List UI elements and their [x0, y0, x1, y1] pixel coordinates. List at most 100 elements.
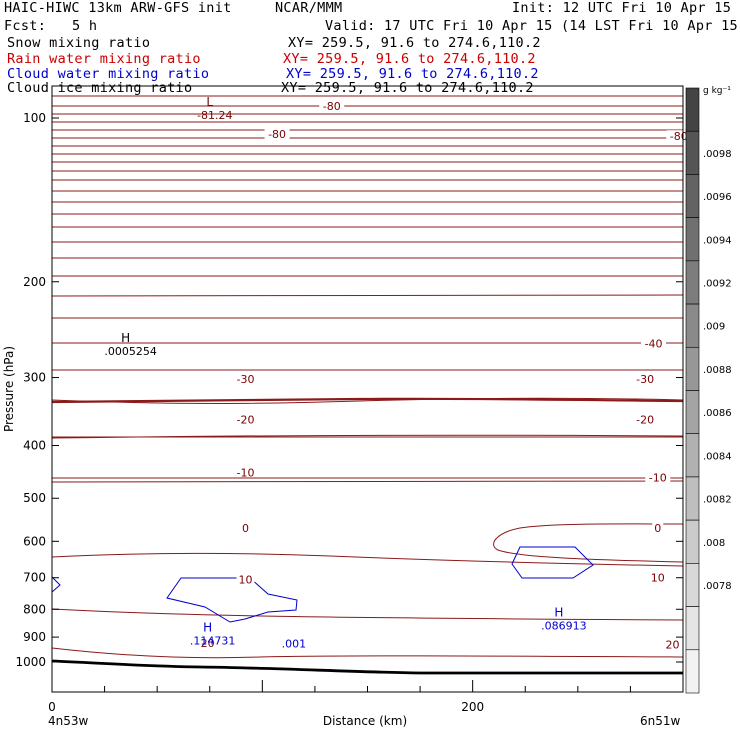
extremum-value: -81.24: [197, 109, 232, 122]
contour-label-bg: [666, 130, 692, 142]
contour-label: -80: [268, 128, 286, 141]
extremum-value: .086913: [541, 620, 587, 633]
field-xy-rain: XY= 259.5, 91.6 to 274.6,110.2: [283, 51, 536, 67]
colorbar-label: .0088: [703, 365, 732, 376]
contour-label-bg: [632, 413, 658, 425]
field-name-rain: Rain water mixing ratio: [7, 51, 201, 67]
y-tick-label: 200: [23, 275, 46, 289]
x-start-label: 4n53w: [48, 714, 89, 728]
contour-line: [493, 523, 684, 563]
colorbar-label: .008: [703, 538, 725, 549]
y-tick-label: 400: [23, 439, 46, 453]
y-tick-label: 700: [23, 571, 46, 585]
contour-line: [51, 480, 684, 483]
cloud-water-contours: [51, 546, 594, 623]
cloud-water-contour: [166, 577, 298, 623]
contour-label: 20: [665, 638, 679, 651]
contour-label: 10: [651, 572, 665, 585]
contour-label-bg: [645, 471, 671, 483]
contour-label-bg: [652, 521, 664, 533]
colorbar-label: .0078: [703, 581, 732, 592]
colorbar-swatch: [685, 476, 700, 521]
field-xy-cloud-ice: XY= 259.5, 91.6 to 274.6,110.2: [281, 80, 534, 96]
contour-label: 0: [242, 522, 249, 535]
contour-label: -30: [636, 373, 654, 386]
init-time: Init: 12 UTC Fri 10 Apr 15: [512, 0, 732, 16]
colorbar-swatch: [685, 130, 700, 175]
colorbar-swatch: [685, 174, 700, 218]
field-name-cloud-ice: Cloud ice mixing ratio: [7, 80, 193, 96]
terrain-line: [51, 659, 683, 675]
cloud-water-contour: [51, 576, 61, 593]
colorbar-label: .0084: [703, 451, 732, 462]
fcst-label: Fcst:: [4, 18, 47, 34]
contour-label-bg: [240, 521, 252, 533]
colorbar-swatch: [685, 303, 700, 348]
contour-line: [51, 608, 684, 621]
valid-time: Valid: 17 UTC Fri 10 Apr 15 (14 LST Fri …: [325, 18, 740, 34]
contour-label-bg: [233, 413, 259, 425]
contour-label: 0: [654, 522, 661, 535]
contour-label-bg: [198, 636, 217, 648]
colorbar-label: .0096: [703, 192, 732, 203]
colorbar-swatch: [685, 433, 700, 478]
temperature-contour-lines: [51, 85, 684, 659]
contour-label: -80: [323, 100, 341, 113]
contour-label: -30: [237, 373, 255, 386]
y-tick-label: 800: [23, 602, 46, 616]
extremum-symbol: H: [554, 606, 563, 620]
contour-label: -20: [237, 413, 255, 426]
contour-label: 20: [201, 637, 215, 650]
y-axis-label: Pressure (hPa): [2, 346, 16, 432]
y-tick-label: 1000: [15, 655, 46, 669]
colorbar-swatch: [685, 87, 700, 132]
colorbar-label: .0092: [703, 278, 732, 289]
contour-label: -10: [649, 472, 667, 485]
colorbar-swatch: [685, 519, 700, 564]
colorbar: .0098 .0096 .0094 .0092 .009 .0088 .0086 .0084.…: [685, 86, 732, 694]
y-tick-label: 300: [23, 371, 46, 385]
contour-line: [51, 294, 684, 297]
contour-label-bg: [264, 127, 290, 139]
colorbar-swatch: [685, 606, 700, 651]
fcst-value: 5 h: [72, 18, 98, 34]
x-axis: 0 200: [48, 680, 684, 714]
y-tick-label: 900: [23, 630, 46, 644]
contour-label: -80: [670, 130, 688, 143]
colorbar-swatch: [685, 217, 700, 262]
colorbar-label: .0098: [703, 149, 732, 160]
colorbar-label: .0082: [703, 495, 732, 506]
colorbar-swatch: [685, 346, 700, 391]
contour-label: -40: [645, 338, 663, 351]
colorbar-swatch: [685, 390, 700, 435]
field-name-snow: Snow mixing ratio: [7, 35, 151, 51]
colorbar-label: .0086: [703, 408, 732, 419]
contour-label-bg: [319, 99, 345, 111]
extremum-symbol: H: [203, 620, 212, 634]
y-tick-label: 500: [23, 491, 46, 505]
colorbar-swatch: [685, 260, 700, 305]
org-label: NCAR/MMM: [275, 0, 343, 16]
contour-line: [51, 553, 684, 567]
field-xy-snow: XY= 259.5, 91.6 to 274.6,110.2: [288, 35, 541, 51]
contour-labels: -80 -80 -80 -40 -30 -30 -20 -20 -10 -10 0 0 10 10 20 20…: [198, 99, 692, 651]
extremum-symbol: H: [121, 331, 130, 345]
cloud-water-contour: [511, 546, 594, 579]
model-title: HAIC-HIWC 13km ARW-GFS init: [4, 0, 232, 16]
x-axis-label: Distance (km): [323, 714, 407, 728]
x-tick-label: 200: [461, 700, 484, 714]
colorbar-swatch: [685, 563, 700, 607]
contour-label-bg: [632, 373, 658, 385]
plot-frame: [51, 85, 684, 693]
extremum-value: .114731: [190, 634, 236, 647]
contour-label-bg: [641, 337, 667, 349]
contour-label-bg: [663, 638, 682, 650]
contour-label-bg: [233, 373, 259, 385]
extremum-symbol: L: [206, 95, 213, 109]
field-xy-cloud-water: XY= 259.5, 91.6 to 274.6,110.2: [286, 66, 539, 82]
x-tick-label: 0: [48, 700, 56, 714]
contour-line: [51, 434, 684, 439]
y-tick-label: 600: [23, 534, 46, 548]
